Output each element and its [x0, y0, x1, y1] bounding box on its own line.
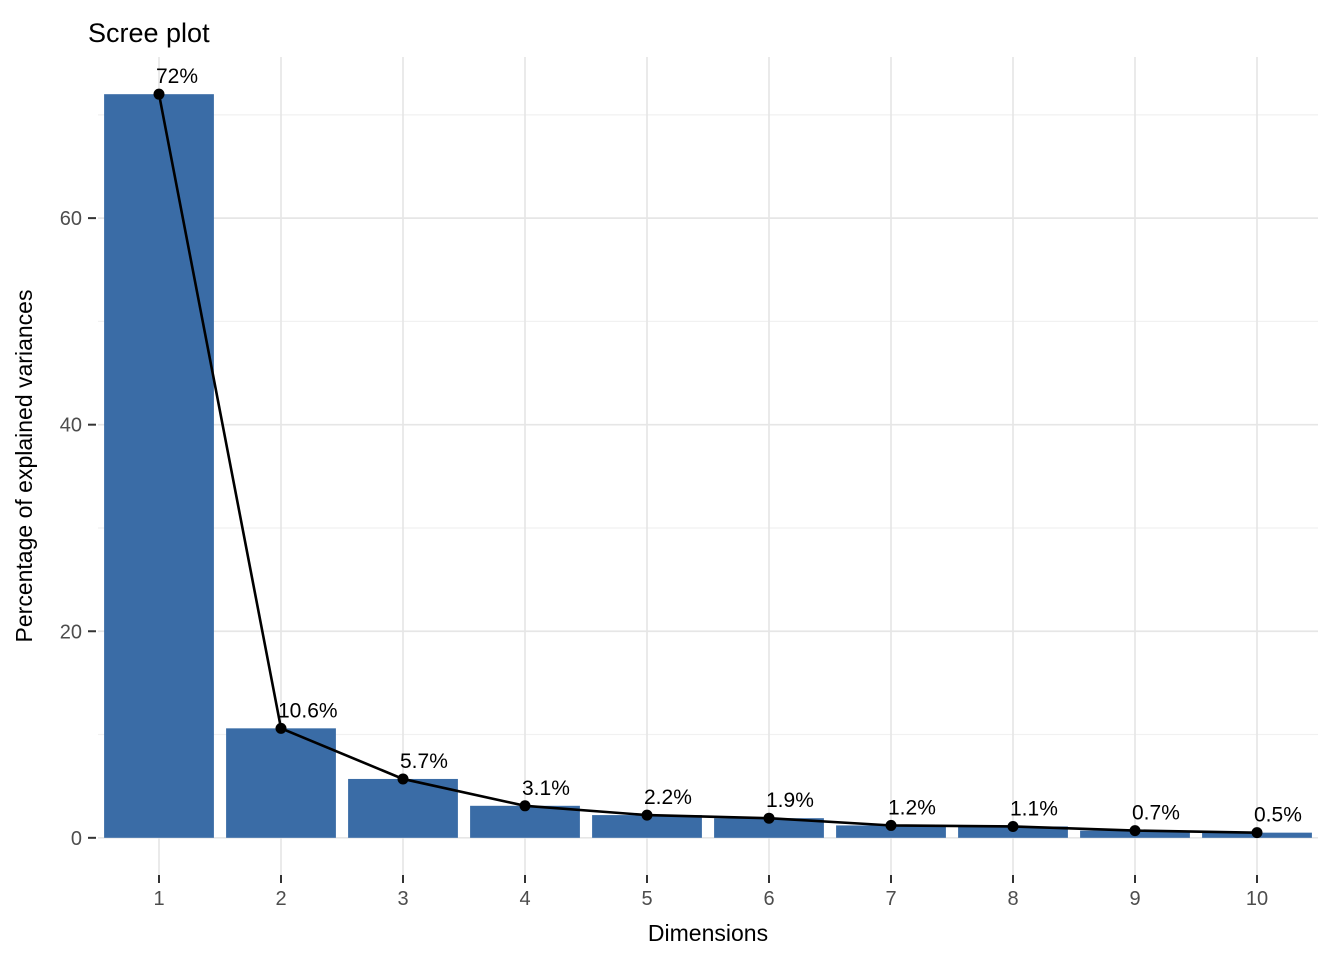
scree-point-dim9	[1129, 825, 1141, 837]
scree-point-dim6	[763, 812, 775, 824]
plot-title: Scree plot	[88, 18, 210, 48]
data-label-dim4: 3.1%	[522, 777, 570, 800]
bar-dim7	[836, 825, 946, 838]
scree-point-dim8	[1007, 820, 1019, 832]
data-label-dim7: 1.2%	[888, 796, 936, 819]
data-label-dim3: 5.7%	[400, 750, 448, 773]
bar-dim1	[104, 94, 214, 838]
data-label-dim1: 72%	[156, 65, 198, 88]
bar-dim6	[714, 818, 824, 838]
x-tick-label-7: 7	[885, 888, 896, 910]
data-label-dim5: 2.2%	[644, 786, 692, 809]
scree-points	[153, 88, 1263, 839]
scree-point-dim2	[275, 722, 287, 734]
x-axis-title: Dimensions	[648, 920, 768, 946]
bar-dim3	[348, 778, 458, 838]
data-label-dim2: 10.6%	[278, 699, 338, 722]
x-tick-label-9: 9	[1129, 888, 1140, 910]
scree-point-dim3	[397, 773, 409, 785]
data-labels: 72% 10.6% 5.7% 3.1% 2.2% 1.9% 1.2% 1.1% 0.7% 0.5%	[156, 65, 1302, 826]
bars	[104, 94, 1312, 838]
gridlines-minor	[98, 114, 1318, 736]
data-label-dim6: 1.9%	[766, 789, 814, 812]
y-tick-label-20: 20	[60, 621, 82, 643]
x-tick-label-2: 2	[275, 888, 286, 910]
x-tick-label-5: 5	[641, 888, 652, 910]
scree-point-dim4	[519, 800, 531, 812]
scree-point-dim7	[885, 819, 897, 831]
y-tick-label-0: 0	[71, 828, 82, 850]
y-axis-title: Percentage of explained variances	[11, 290, 37, 643]
bar-dim8	[958, 826, 1068, 838]
x-tick-label-4: 4	[519, 888, 530, 910]
x-tick-label-8: 8	[1007, 888, 1018, 910]
scree-point-dim5	[641, 809, 653, 821]
x-tick-label-6: 6	[763, 888, 774, 910]
x-tick-label-1: 1	[153, 888, 164, 910]
data-label-dim8: 1.1%	[1010, 797, 1058, 820]
scree-line	[157, 93, 1258, 834]
x-tick-label-10: 10	[1246, 888, 1268, 910]
scree-line-path	[157, 93, 1258, 834]
axis-ticks: 0 20 40 60 1 2 3 4 5 6 7 8 9 10	[60, 208, 1268, 910]
x-tick-label-3: 3	[397, 888, 408, 910]
scree-point-dim10	[1251, 827, 1263, 839]
y-tick-label-60: 60	[60, 208, 82, 230]
data-label-dim9: 0.7%	[1132, 802, 1180, 825]
bar-dim5	[592, 815, 702, 838]
scree-point-dim1	[153, 88, 165, 100]
data-label-dim10: 0.5%	[1254, 804, 1302, 827]
gridlines-major	[98, 57, 1318, 875]
y-tick-label-40: 40	[60, 415, 82, 437]
bar-dim2	[226, 728, 336, 838]
